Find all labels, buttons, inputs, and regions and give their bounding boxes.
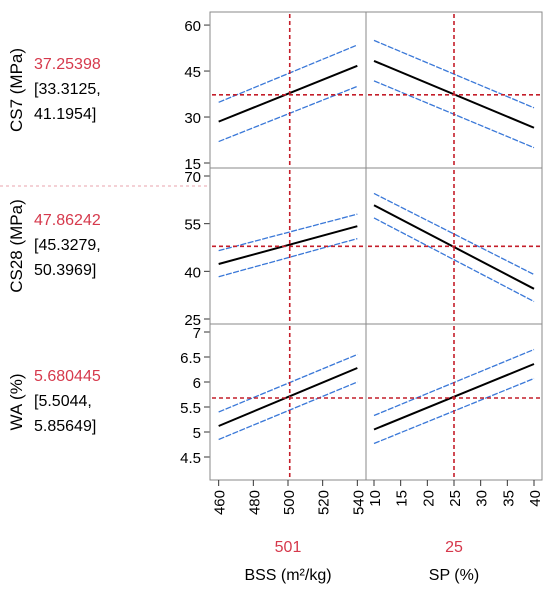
ci-lower-line-1-0	[218, 237, 358, 278]
y-tick-label-1-0: 25	[184, 312, 201, 329]
ci-upper-line-1-0	[218, 213, 358, 252]
profile-line-0-0	[218, 64, 358, 123]
factor-current-value-0: 501	[275, 539, 302, 556]
factor-name-1: SP (%)	[429, 567, 479, 584]
x-tick-label-1-3: 25	[447, 490, 464, 507]
y-tick-label-1-3: 70	[184, 169, 201, 186]
y-tick-label-0-2: 45	[184, 64, 201, 81]
response-name-0: CS7 (MPa)	[7, 48, 26, 132]
confidence-interval-high-0: 41.1954]	[34, 106, 96, 123]
factor-current-value-1: 25	[445, 539, 463, 556]
confidence-interval-low-1: [45.3279,	[34, 237, 101, 254]
confidence-interval-low-0: [33.3125,	[34, 81, 101, 98]
x-tick-label-1-6: 40	[527, 490, 544, 507]
y-tick-label-2-2: 5.5	[180, 400, 201, 417]
profile-line-1-0	[218, 225, 358, 265]
x-tick-label-1-5: 35	[500, 490, 517, 507]
ci-lower-line-1-1	[373, 217, 535, 303]
x-tick-label-0-2: 500	[281, 490, 298, 515]
profile-line-2-0	[218, 367, 358, 427]
ci-upper-line-0-0	[218, 44, 358, 103]
panel-frame-2-0	[209, 323, 367, 481]
x-tick-label-0-4: 540	[350, 490, 367, 515]
factor-name-0: BSS (m²/kg)	[244, 567, 331, 584]
y-tick-label-2-0: 4.5	[180, 450, 201, 467]
x-tick-label-1-4: 30	[474, 490, 491, 507]
x-tick-label-1-0: 10	[367, 490, 384, 507]
confidence-interval-high-1: 50.3969]	[34, 262, 96, 279]
x-tick-label-0-0: 460	[212, 490, 229, 515]
y-tick-label-2-4: 6.5	[180, 350, 201, 367]
predicted-value-1: 47.86242	[34, 212, 101, 229]
predicted-value-2: 5.680445	[34, 368, 101, 385]
ci-lower-line-2-0	[218, 381, 358, 441]
x-tick-label-1-2: 20	[420, 490, 437, 507]
predicted-value-0: 37.25398	[34, 56, 101, 73]
confidence-interval-high-2: 5.85649]	[34, 418, 96, 435]
response-name-2: WA (%)	[7, 374, 26, 431]
y-tick-label-2-3: 6	[193, 375, 201, 392]
ci-upper-line-0-1	[373, 39, 535, 109]
y-tick-label-0-1: 30	[184, 110, 201, 127]
panel-frame-0-0	[209, 11, 367, 169]
y-tick-label-2-1: 5	[193, 425, 201, 442]
x-tick-label-0-1: 480	[246, 490, 263, 515]
x-tick-label-1-1: 15	[394, 490, 411, 507]
y-tick-label-0-0: 15	[184, 156, 201, 173]
y-tick-label-1-1: 40	[184, 264, 201, 281]
response-name-1: CS28 (MPa)	[7, 199, 26, 293]
ci-upper-line-2-0	[218, 353, 358, 413]
confidence-interval-low-2: [5.5044,	[34, 393, 92, 410]
x-tick-label-0-3: 520	[316, 490, 333, 515]
y-tick-label-1-2: 55	[184, 217, 201, 234]
y-tick-label-2-5: 7	[193, 325, 201, 342]
y-tick-label-0-3: 60	[184, 18, 201, 35]
